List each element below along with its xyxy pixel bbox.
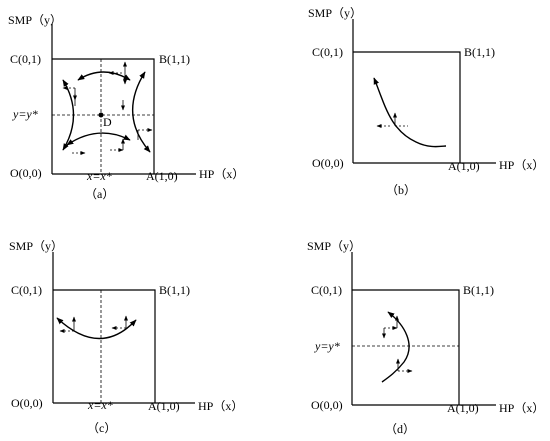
panel-c-caption: （c） bbox=[87, 421, 116, 435]
panel-a-x-axis-label: HP（x） bbox=[199, 167, 244, 181]
panel-d-corner-a-label: A(1,0) bbox=[447, 401, 479, 415]
panel-a-corner-a-label: A(1,0) bbox=[146, 169, 178, 183]
panel-b-corner-c-label: C(0,1) bbox=[312, 45, 343, 59]
panel-b: SMP（y） C(0,1) B(1,1) O(0,0) A(1,0) HP（x）… bbox=[308, 6, 544, 197]
panel-d-y-equilibrium-label: y=y* bbox=[314, 339, 340, 353]
panel-b-y-axis-label: SMP（y） bbox=[308, 6, 362, 20]
panel-a-direction-arrows bbox=[62, 61, 153, 155]
panel-a-saddle-point-label: D bbox=[103, 115, 112, 129]
panel-d-y-axis-label: SMP（y） bbox=[307, 239, 361, 253]
panel-c-corner-a-label: A(1,0) bbox=[148, 399, 180, 413]
panel-d-corner-b-label: B(1,1) bbox=[463, 283, 494, 297]
panel-a-corner-o-label: O(0,0) bbox=[10, 166, 42, 180]
panel-c: SMP（y） C(0,1) B(1,1) O(0,0) A(1,0) HP（x）… bbox=[9, 239, 243, 435]
panel-d-corner-o-label: O(0,0) bbox=[311, 398, 343, 412]
panel-c-corner-o-label: O(0,0) bbox=[11, 396, 43, 410]
panel-b-direction-arrows bbox=[376, 112, 408, 128]
panel-b-boundary bbox=[353, 51, 461, 163]
panel-a-corner-c-label: C(0,1) bbox=[10, 52, 41, 66]
panel-a-caption: （a） bbox=[85, 187, 114, 201]
panel-a: SMP（y） C(0,1) B(1,1) O(0,0) bbox=[8, 13, 244, 201]
panel-a-top-trajectory bbox=[77, 71, 131, 81]
panel-c-y-axis-label: SMP（y） bbox=[9, 239, 63, 253]
panel-d: SMP（y） C(0,1) B(1,1) O(0,0) A(1,0) HP（x）… bbox=[307, 239, 544, 436]
panel-c-direction-arrows bbox=[59, 315, 128, 333]
panel-a-bottom-trajectory bbox=[66, 132, 131, 146]
panel-d-direction-arrows bbox=[382, 315, 413, 373]
panel-a-saddle-point-marker bbox=[98, 112, 104, 118]
panel-d-caption: （d） bbox=[385, 422, 415, 436]
panel-b-corner-o-label: O(0,0) bbox=[312, 156, 344, 170]
panel-a-x-equilibrium-label: x=x* bbox=[86, 169, 112, 183]
panel-c-x-equilibrium-label: x=x* bbox=[87, 398, 113, 412]
panel-d-trajectory bbox=[381, 311, 410, 383]
panel-a-boundary bbox=[52, 58, 155, 174]
panel-a-right-trajectory bbox=[132, 71, 151, 153]
panel-b-x-axis-label: HP（x） bbox=[499, 158, 544, 172]
panel-a-corner-b-label: B(1,1) bbox=[159, 52, 190, 66]
panel-d-x-axis-label: HP（x） bbox=[499, 401, 544, 415]
panel-c-corner-b-label: B(1,1) bbox=[159, 283, 190, 297]
panel-d-corner-c-label: C(0,1) bbox=[311, 283, 342, 297]
panel-b-corner-b-label: B(1,1) bbox=[464, 45, 495, 59]
panel-b-caption: （b） bbox=[386, 183, 416, 197]
panel-c-trajectory bbox=[56, 317, 137, 340]
panel-a-y-equilibrium-label: y=y* bbox=[12, 107, 38, 121]
panel-c-corner-c-label: C(0,1) bbox=[11, 283, 42, 297]
panel-c-x-axis-label: HP（x） bbox=[198, 399, 243, 413]
panel-b-corner-a-label: A(1,0) bbox=[448, 159, 480, 173]
panel-d-boundary bbox=[352, 289, 460, 405]
panel-b-trajectory bbox=[373, 77, 447, 148]
panel-c-boundary bbox=[53, 289, 156, 403]
panel-a-y-axis-label: SMP（y） bbox=[8, 13, 62, 27]
